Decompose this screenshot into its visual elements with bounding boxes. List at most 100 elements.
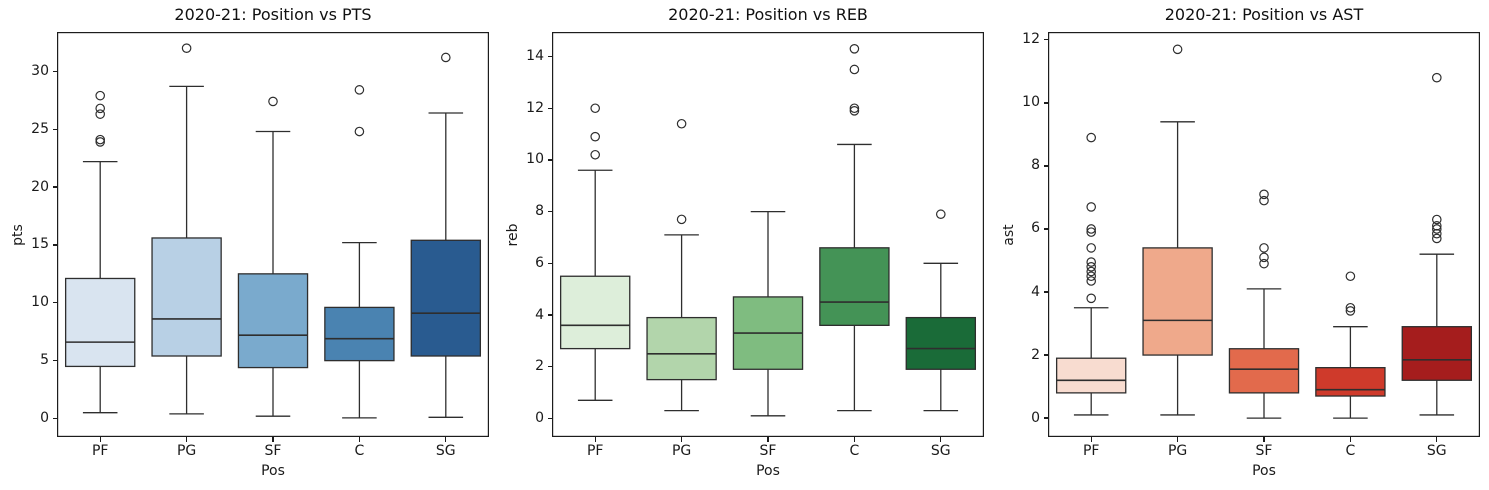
x-tick-label: C [354, 443, 365, 459]
box-PG [1142, 44, 1213, 416]
y-tick-mark [52, 70, 57, 72]
x-tick-mark [445, 437, 447, 442]
x-tick-mark [1349, 437, 1351, 442]
y-tick-mark [1043, 291, 1048, 293]
x-tick-mark [681, 437, 683, 442]
y-tick-label: 5 [40, 352, 49, 369]
x-tick-mark [1263, 437, 1265, 442]
outlier-point [1431, 72, 1442, 83]
x-tick-label: SF [1255, 443, 1273, 459]
y-tick-label: 10 [31, 294, 49, 311]
outlier-point [1345, 306, 1356, 316]
x-tick-label: C [849, 443, 860, 459]
x-tick-mark [1090, 437, 1092, 442]
outlier-point [1345, 271, 1356, 282]
box-PF [1055, 132, 1127, 416]
x-tick-mark [853, 437, 855, 442]
y-tick-mark [1043, 228, 1048, 230]
x-tick-mark [358, 437, 360, 442]
y-tick-mark [547, 107, 552, 109]
x-tick-label: SF [264, 443, 282, 459]
y-tick-label: 6 [535, 254, 544, 271]
x-tick-label: SG [435, 443, 456, 459]
outlier-point [354, 85, 365, 95]
y-tick-mark [1043, 417, 1048, 419]
y-tick-label: 30 [31, 62, 49, 79]
box-C [819, 43, 890, 412]
y-tick-label: 10 [526, 151, 544, 168]
y-tick-mark [52, 186, 57, 188]
outlier-point [1259, 258, 1269, 269]
outlier-point [849, 64, 860, 75]
x-tick-mark [1436, 437, 1438, 442]
box-PG [646, 118, 717, 412]
axes-frame [1048, 32, 1480, 437]
box-rect [1315, 367, 1386, 397]
outlier-point [1086, 293, 1096, 304]
outlier-point [1345, 302, 1356, 313]
y-tick-label: 8 [1031, 157, 1040, 174]
x-tick-mark [272, 437, 274, 442]
outlier-point [440, 52, 451, 63]
outlier-point [1086, 266, 1096, 277]
y-tick-mark [1043, 39, 1048, 41]
outlier-point [590, 149, 600, 160]
outlier-point [1086, 257, 1096, 267]
outlier-point [1259, 195, 1269, 206]
outlier-point [1172, 44, 1183, 55]
y-tick-mark [52, 417, 57, 420]
plot-area [552, 32, 984, 437]
box-rect [1401, 326, 1473, 381]
outlier-point [268, 96, 278, 107]
outlier-point [1086, 202, 1096, 212]
box-rect [324, 306, 395, 362]
outlier-point [1431, 214, 1442, 225]
box-rect [410, 239, 482, 357]
outlier-point [1431, 221, 1442, 231]
box-PF [559, 103, 631, 401]
y-tick-label: 10 [1022, 94, 1040, 111]
x-tick-label: PG [176, 443, 197, 459]
y-tick-mark [547, 211, 552, 213]
y-axis-label: reb [505, 223, 521, 246]
outlier-point [590, 103, 600, 114]
outlier-point [1431, 233, 1442, 244]
outlier-point [1086, 262, 1096, 272]
y-tick-label: 8 [535, 203, 544, 220]
y-tick-label: 12 [526, 99, 544, 116]
box-rect [64, 277, 136, 368]
box-SF [1228, 189, 1300, 419]
outlier-point [1086, 276, 1096, 286]
chart-title: 2020-21: Position vs AST [1164, 5, 1364, 24]
y-tick-label: 12 [1022, 31, 1040, 48]
box-SG [1401, 72, 1473, 416]
box-SF [732, 210, 804, 417]
outlier-point [95, 90, 105, 101]
outlier-point [1259, 252, 1269, 263]
x-tick-label: PG [671, 443, 692, 459]
box-rect [237, 273, 309, 369]
outlier-point [1259, 243, 1269, 253]
y-tick-mark [547, 55, 552, 58]
box-rect [1142, 247, 1213, 356]
chart-title: 2020-21: Position vs REB [668, 5, 868, 24]
x-tick-label: PG [1167, 443, 1188, 459]
x-tick-mark [99, 437, 101, 442]
x-axis-label: Pos [1252, 463, 1276, 479]
chart-title: 2020-21: Position vs PTS [174, 5, 372, 24]
box-rect [819, 247, 890, 326]
outlier-point [181, 43, 192, 54]
outlier-point [935, 209, 946, 220]
outlier-point [1086, 243, 1096, 253]
outlier-point [95, 134, 105, 145]
x-axis-label: Pos [261, 463, 285, 479]
y-tick-mark [547, 159, 552, 161]
outlier-point [1086, 271, 1096, 282]
y-tick-mark [1043, 165, 1048, 167]
x-tick-mark [186, 437, 188, 442]
outlier-point [1431, 224, 1442, 234]
x-tick-label: C [1345, 443, 1356, 459]
x-tick-label: PF [1082, 443, 1100, 459]
y-tick-label: 0 [535, 409, 544, 426]
